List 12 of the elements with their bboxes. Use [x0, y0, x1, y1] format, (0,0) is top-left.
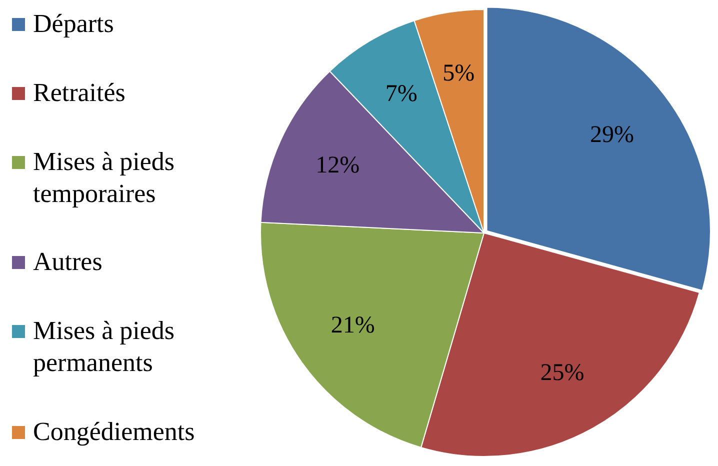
- data-label: 29%: [590, 122, 634, 148]
- legend-label: Mises à pieds permanents: [33, 315, 176, 380]
- data-label: 5%: [442, 60, 475, 86]
- data-label: 12%: [316, 152, 360, 178]
- legend-label: Congédiements: [33, 416, 196, 448]
- legend-label: Départs: [33, 8, 115, 40]
- legend-label: Retraités: [33, 76, 126, 109]
- legend-label: Autres: [33, 246, 104, 278]
- data-label: 25%: [540, 360, 584, 386]
- data-label: 7%: [385, 81, 418, 108]
- legend-label: Mises à pieds temporaires: [33, 146, 176, 210]
- data-label: 21%: [330, 312, 375, 339]
